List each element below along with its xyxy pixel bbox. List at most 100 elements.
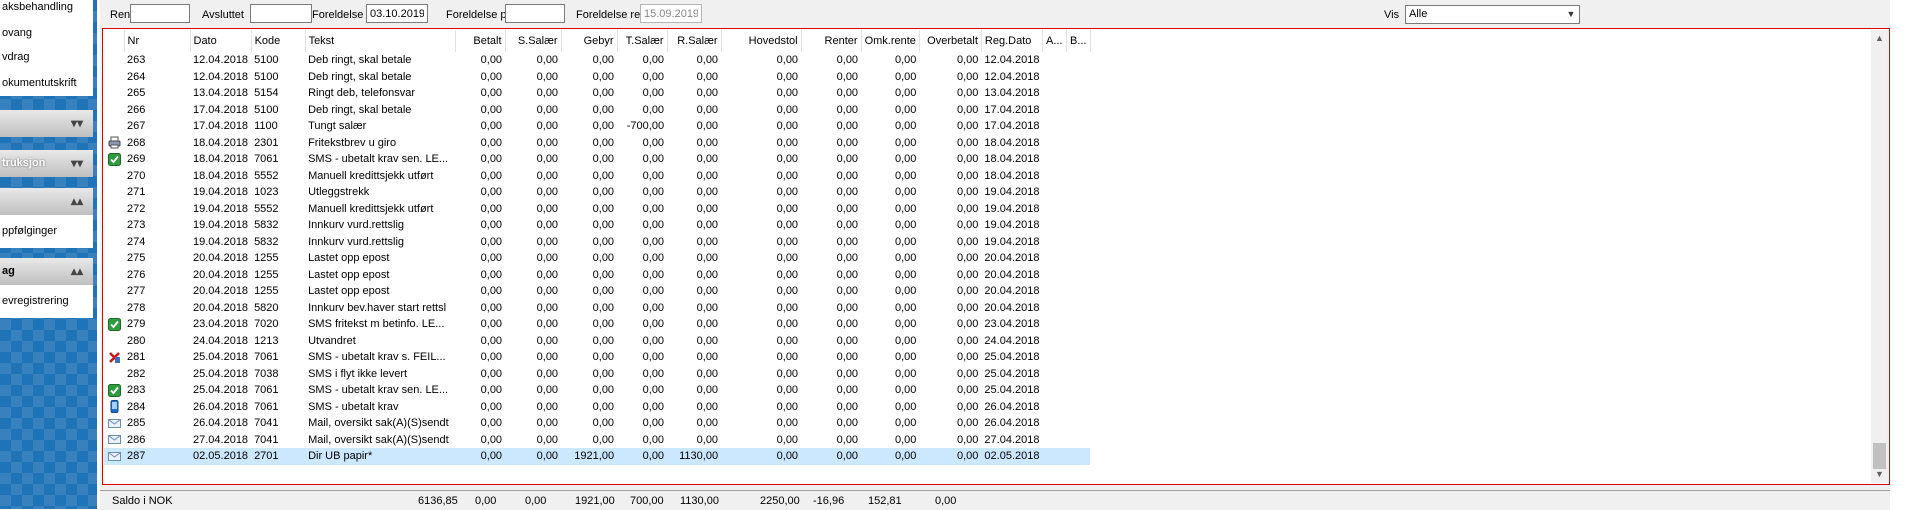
column-header-5[interactable]: Betalt [455,30,506,52]
vis-dropdown-value: Alle [1409,8,1428,20]
foreldelse-pant-input[interactable] [505,4,565,23]
nav-link-hendelsesregistrering[interactable]: evregistrering [2,295,69,307]
table-row[interactable]: 284 26.04.2018 7061 SMS - ubetalt krav 0,00 0… [104,399,1090,416]
grid-viewport[interactable]: Nr Dato Kode Tekst Betalt S.Salær Gebyr T.Salær… [104,30,1874,483]
table-row[interactable]: 267 17.04.2018 1100 Tungt salær 0,00 0,00 0,00… [104,118,1090,135]
cell-rsalaer: 0,00 [696,367,719,380]
nav-link-dokumentutskrift[interactable]: okumentutskrift [2,77,77,89]
table-row[interactable]: 278 20.04.2018 5820 Innkurv bev.haver start… [104,300,1090,317]
column-header-3[interactable]: Kode [251,30,306,52]
cell-regdato: 19.04.2018 [984,235,1040,248]
table-row[interactable]: 277 20.04.2018 1255 Lastet opp epost 0,00 0,0… [104,283,1090,300]
cell-rsalaer: 0,00 [696,285,719,298]
table-row[interactable]: 266 17.04.2018 5100 Deb ringt, skal betale 0… [104,102,1090,119]
table-row[interactable]: 285 26.04.2018 7041 Mail, oversikt sak(A)(S… [104,415,1090,432]
column-header-8[interactable]: T.Salær [617,30,668,52]
table-row[interactable]: 282 25.04.2018 7038 SMS i flyt ikke levert 0… [104,366,1090,383]
nav-link-avdrag[interactable]: vdrag [2,51,30,63]
foreldelse-input[interactable] [366,4,428,23]
cell-overbetalt: 0,00 [957,169,979,182]
table-row[interactable]: 286 27.04.2018 7041 Mail, oversikt sak(A)(S… [104,432,1090,449]
nav-link-oppfolginger[interactable]: ppfølginger [2,225,58,237]
table-row[interactable]: 283 25.04.2018 7061 SMS - ubetalt krav sen.… [104,382,1090,399]
column-header-4[interactable]: Tekst [305,30,456,52]
table-row[interactable]: 280 24.04.2018 1213 Utvandret 0,00 0,00 0,00 0,… [104,333,1090,350]
vertical-scrollbar[interactable]: ▲ ▼ [1871,30,1888,483]
column-header-10[interactable]: Hovedstol [721,30,802,52]
cell-omkrente: 0,00 [861,448,920,465]
table-row[interactable]: 270 18.04.2018 5552 Manuell kredittsjekk ut… [104,168,1090,185]
column-header-2[interactable]: Dato [190,30,252,52]
column-header-6[interactable]: S.Salær [505,30,562,52]
cell-ssalaer: 0,00 [536,384,559,397]
nav-section-header-2[interactable]: truksjon ▾▾ [0,150,93,177]
avsluttet-input[interactable] [250,4,312,23]
cell-tekst: SMS fritekst m betinfo. LE... [308,318,445,331]
cell-tekst: SMS - ubetalt krav sen. LE... [308,384,449,397]
column-header-15[interactable]: A... [1042,30,1067,52]
cell-empty-b [1066,151,1090,168]
table-row[interactable]: 272 19.04.2018 5552 Manuell kredittsjekk ut… [104,201,1090,218]
cell-renter: 0,00 [836,87,859,100]
nav-section-header-1[interactable]: ▾▾ [0,110,93,137]
cell-dato: 27.04.2018 [193,433,249,446]
vis-dropdown[interactable]: Alle ▼ [1405,5,1580,24]
cell-tsalaer: 0,00 [642,268,665,281]
cell-ssalaer: 0,00 [536,268,559,281]
table-row[interactable]: 275 20.04.2018 1255 Lastet opp epost 0,00 0,0… [104,250,1090,267]
column-header-14[interactable]: Reg.Dato [981,30,1043,52]
nav-section-header-3[interactable]: ▴▴ [0,188,93,215]
cell-gebyr: 0,00 [592,219,615,232]
nav-link-forgang[interactable]: ovang [2,27,32,39]
table-row[interactable]: 268 18.04.2018 2301 Fritekstbrev u giro 0,00… [104,135,1090,152]
cell-overbetalt: 0,00 [957,235,979,248]
foreldelse-renter-input[interactable] [640,4,702,23]
cell-omkrente: 0,00 [895,384,917,397]
cell-tsalaer: 0,00 [642,87,665,100]
column-header-16[interactable]: B... [1066,30,1091,52]
cell-kode: 2701 [251,448,306,465]
cell-rsalaer: 0,00 [696,136,719,149]
cell-regdato: 20.04.2018 [984,252,1040,265]
table-row[interactable]: 287 02.05.2018 2701 Dir UB papir* 0,00 0,00 19… [104,448,1091,465]
cell-empty-b [1066,316,1090,333]
row-icon-cell [104,168,124,185]
table-row[interactable]: 276 20.04.2018 1255 Lastet opp epost 0,00 0,0… [104,267,1090,284]
scroll-down-icon[interactable]: ▼ [1875,469,1884,479]
column-header-12[interactable]: Omk.rente [861,30,920,52]
scroll-up-icon[interactable]: ▲ [1875,33,1884,43]
column-header-1[interactable]: Nr [124,30,191,52]
rente-til-input[interactable] [130,4,190,23]
row-icon-cell [104,283,124,300]
cell-hovedstol: 0,00 [776,334,799,347]
table-row[interactable]: 281 25.04.2018 7061 SMS - ubetalt krav s. F… [104,349,1090,366]
table-row[interactable]: 265 13.04.2018 5154 Ringt deb, telefonsvar 0… [104,85,1090,102]
column-header-13[interactable]: Overbetalt [919,30,982,52]
cell-nr: 285 [127,417,146,430]
cell-regdato: 24.04.2018 [984,334,1040,347]
cell-nr: 263 [127,54,146,67]
table-row[interactable]: 279 23.04.2018 7020 SMS fritekst m betinfo.… [104,316,1090,333]
table-row[interactable]: 264 12.04.2018 5100 Deb ringt, skal betale 0… [104,69,1090,86]
cell-betalt: 0,00 [480,367,503,380]
cell-tsalaer: 0,00 [642,70,665,83]
column-header-icon[interactable] [104,30,125,52]
column-header-9[interactable]: R.Salær [667,30,722,52]
cell-nr: 271 [127,186,146,199]
scrollbar-thumb[interactable] [1873,443,1886,469]
cell-overbetalt: 0,00 [957,153,979,166]
cell-ssalaer: 0,00 [536,252,559,265]
saldo-ssalaer: 0,00 [525,495,547,507]
table-row[interactable]: 263 12.04.2018 5100 Deb ringt, skal betale 0… [104,52,1090,69]
table-row[interactable]: 273 19.04.2018 5832 Innkurv vurd.rettslig 0,… [104,217,1090,234]
nav-link-saksbehandling[interactable]: aksbehandling [2,1,73,13]
cell-renter: 0,00 [836,120,859,133]
cell-omkrente: 0,00 [895,54,917,67]
nav-section-header-4[interactable]: ag ▴▴ [0,258,93,285]
table-row[interactable]: 271 19.04.2018 1023 Utleggstrekk 0,00 0,00 0,0… [104,184,1090,201]
cell-tekst: Utleggstrekk [308,186,370,199]
table-row[interactable]: 269 18.04.2018 7061 SMS - ubetalt krav sen.… [104,151,1090,168]
column-header-7[interactable]: Gebyr [561,30,618,52]
column-header-11[interactable]: Renter [801,30,862,52]
table-row[interactable]: 274 19.04.2018 5832 Innkurv vurd.rettslig 0,… [104,234,1090,251]
